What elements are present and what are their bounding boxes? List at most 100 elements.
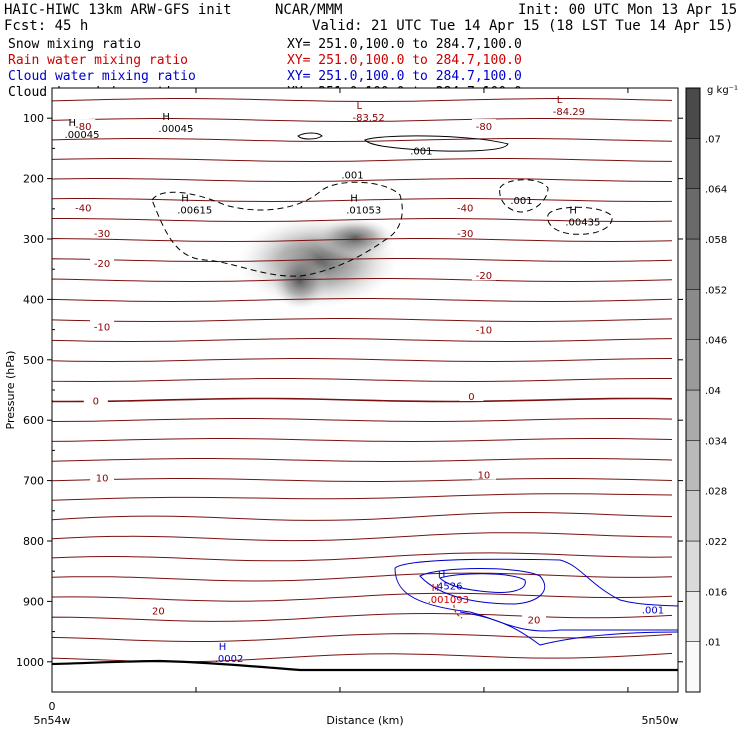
temperature-label: -20 <box>476 271 492 282</box>
extremum-letter: H <box>569 206 577 217</box>
colorbar-segment <box>685 339 701 391</box>
contour-annotations: -80 -80 -40 -40 -30 -30 -20 -20 -10 -10 0 0 10 10 20 20… <box>65 95 665 665</box>
y-tick-label: 300 <box>23 233 44 246</box>
cloud-ice-contour-far <box>547 206 613 235</box>
extremum-letter: H <box>350 194 358 205</box>
temperature-label-bg <box>83 393 108 406</box>
temperature-label: -40 <box>457 204 473 215</box>
field-xy: XY= 251.0,100.0 to 284.7,100.0 <box>287 53 522 68</box>
colorbar-tick-label: .058 <box>705 235 727 246</box>
x-tick-label-zero: 0 <box>49 700 56 713</box>
plot-area: -80 -80 -40 -40 -30 -30 -20 -20 -10 -10 0 0 10 10 20 20… <box>52 88 678 692</box>
temperature-label: -80 <box>476 122 492 133</box>
temperature-label-bg <box>71 200 96 213</box>
colorbar-tick-label: .064 <box>705 185 727 196</box>
extremum-letter: H <box>438 569 446 580</box>
colorbar-segment <box>685 389 701 441</box>
temperature-label: -80 <box>75 122 91 133</box>
colorbar-segment <box>685 188 701 240</box>
isotherm-line <box>52 138 673 143</box>
contour-label: .001 <box>510 196 532 207</box>
header-valid-time: Valid: 21 UTC Tue 14 Apr 15 (18 LST Tue … <box>312 18 733 34</box>
temperature-label: -10 <box>476 326 492 337</box>
contour-label: .001 <box>642 605 664 616</box>
rain-water-contour <box>453 599 463 619</box>
temperature-label-bg <box>146 603 171 616</box>
extremum-value: .001093 <box>428 595 469 606</box>
extremum-letter: H <box>219 642 227 653</box>
extremum-value: .00045 <box>65 130 100 141</box>
temperature-label-bg <box>471 322 496 335</box>
isotherm-line <box>52 318 673 323</box>
temperature-label: -10 <box>94 323 110 334</box>
temperature-label: 20 <box>528 616 541 627</box>
snow-contour-small <box>297 132 323 140</box>
temperature-label-bg <box>90 225 115 238</box>
colorbar-tick-label: .028 <box>705 487 727 498</box>
colorbar-tick-label: .016 <box>705 587 727 598</box>
isotherm-line <box>52 612 673 622</box>
contour-label: .001 <box>341 171 363 182</box>
y-tick-label: 700 <box>23 475 44 488</box>
extremum-value: .00045 <box>158 124 193 135</box>
extremum-letter: H <box>432 583 440 594</box>
temperature-label: -30 <box>94 229 110 240</box>
y-tick-label: 1000 <box>16 656 44 669</box>
temperature-label-bg <box>471 119 496 132</box>
temperature-label: -20 <box>94 259 110 270</box>
colorbar-segment <box>685 87 701 139</box>
field-name: Cloud water mixing ratio <box>8 69 196 84</box>
colorbar-tick-label: .01 <box>705 638 721 649</box>
colorbar-segment <box>685 641 701 693</box>
isotherm-line <box>52 592 673 602</box>
temperature-contours <box>52 98 673 663</box>
isotherm-line <box>52 298 673 303</box>
x-axis <box>51 88 629 692</box>
isotherm-line <box>52 338 673 343</box>
isotherm-line <box>52 358 673 363</box>
extremum-value: .4526 <box>434 581 463 592</box>
cloud-ice-contour-main <box>151 181 403 277</box>
colorbar-segment <box>685 591 701 642</box>
isotherm-line <box>52 98 673 103</box>
colorbar-tick-label: .07 <box>705 134 721 145</box>
y-tick-label: 800 <box>23 535 44 548</box>
field-xy: XY= 251.0,100.0 to 284.7,100.0 <box>287 69 522 84</box>
colorbar: .01 .016 .022 .028 .034 .04 .046 .052 .058 .064 .0… <box>685 87 727 693</box>
temperature-label: 10 <box>96 474 109 485</box>
temperature-label-bg <box>459 389 484 402</box>
extremum-letter: H <box>162 112 170 123</box>
extremum-value: .01053 <box>346 206 381 217</box>
colorbar-tick-label: .034 <box>705 436 727 447</box>
snow-contour-top <box>364 135 509 152</box>
colorbar-frame <box>685 87 701 693</box>
isotherm-line <box>52 438 673 443</box>
x-end-label: 5n50w <box>642 714 679 727</box>
temperature-label: -40 <box>75 204 91 215</box>
x-start-label: 5n54w <box>34 714 71 727</box>
cloud-water-contour-lower <box>394 567 678 632</box>
isotherm-line <box>52 198 673 203</box>
y-tick-label: 400 <box>23 293 44 306</box>
temperature-label-bg <box>90 319 115 332</box>
field-name: Snow mixing ratio <box>8 37 141 52</box>
colorbar-tick-label: .022 <box>705 537 727 548</box>
isotherm-line <box>52 511 673 521</box>
cloud-water-contour-mid <box>419 568 546 605</box>
isotherm-line <box>52 218 673 223</box>
cloud-water-contour-base <box>459 611 678 646</box>
temperature-label-bg <box>453 225 478 238</box>
isotherm-line <box>52 397 673 403</box>
temperature-label-bg <box>522 612 547 625</box>
colorbar-segment <box>685 289 701 340</box>
isotherm-line <box>52 633 673 642</box>
y-axis-label: Pressure (hPa) <box>4 351 17 430</box>
temperature-label-bg <box>471 268 496 281</box>
temperature-label-bg <box>90 256 115 269</box>
temperature-label: 0 <box>468 392 474 403</box>
isotherm-line <box>52 158 673 163</box>
colorbar-segment <box>685 238 701 290</box>
colorbar-unit: g kg⁻¹ <box>707 85 738 96</box>
